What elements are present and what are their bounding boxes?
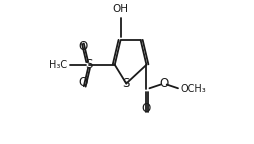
Text: S: S <box>85 58 92 71</box>
Text: H₃C: H₃C <box>49 60 67 70</box>
Text: O: O <box>159 77 168 90</box>
Text: O: O <box>142 102 151 115</box>
Text: O: O <box>78 76 88 89</box>
Text: OCH₃: OCH₃ <box>181 84 207 94</box>
Text: O: O <box>78 40 88 53</box>
Text: OH: OH <box>113 4 129 14</box>
Text: S: S <box>123 77 130 90</box>
